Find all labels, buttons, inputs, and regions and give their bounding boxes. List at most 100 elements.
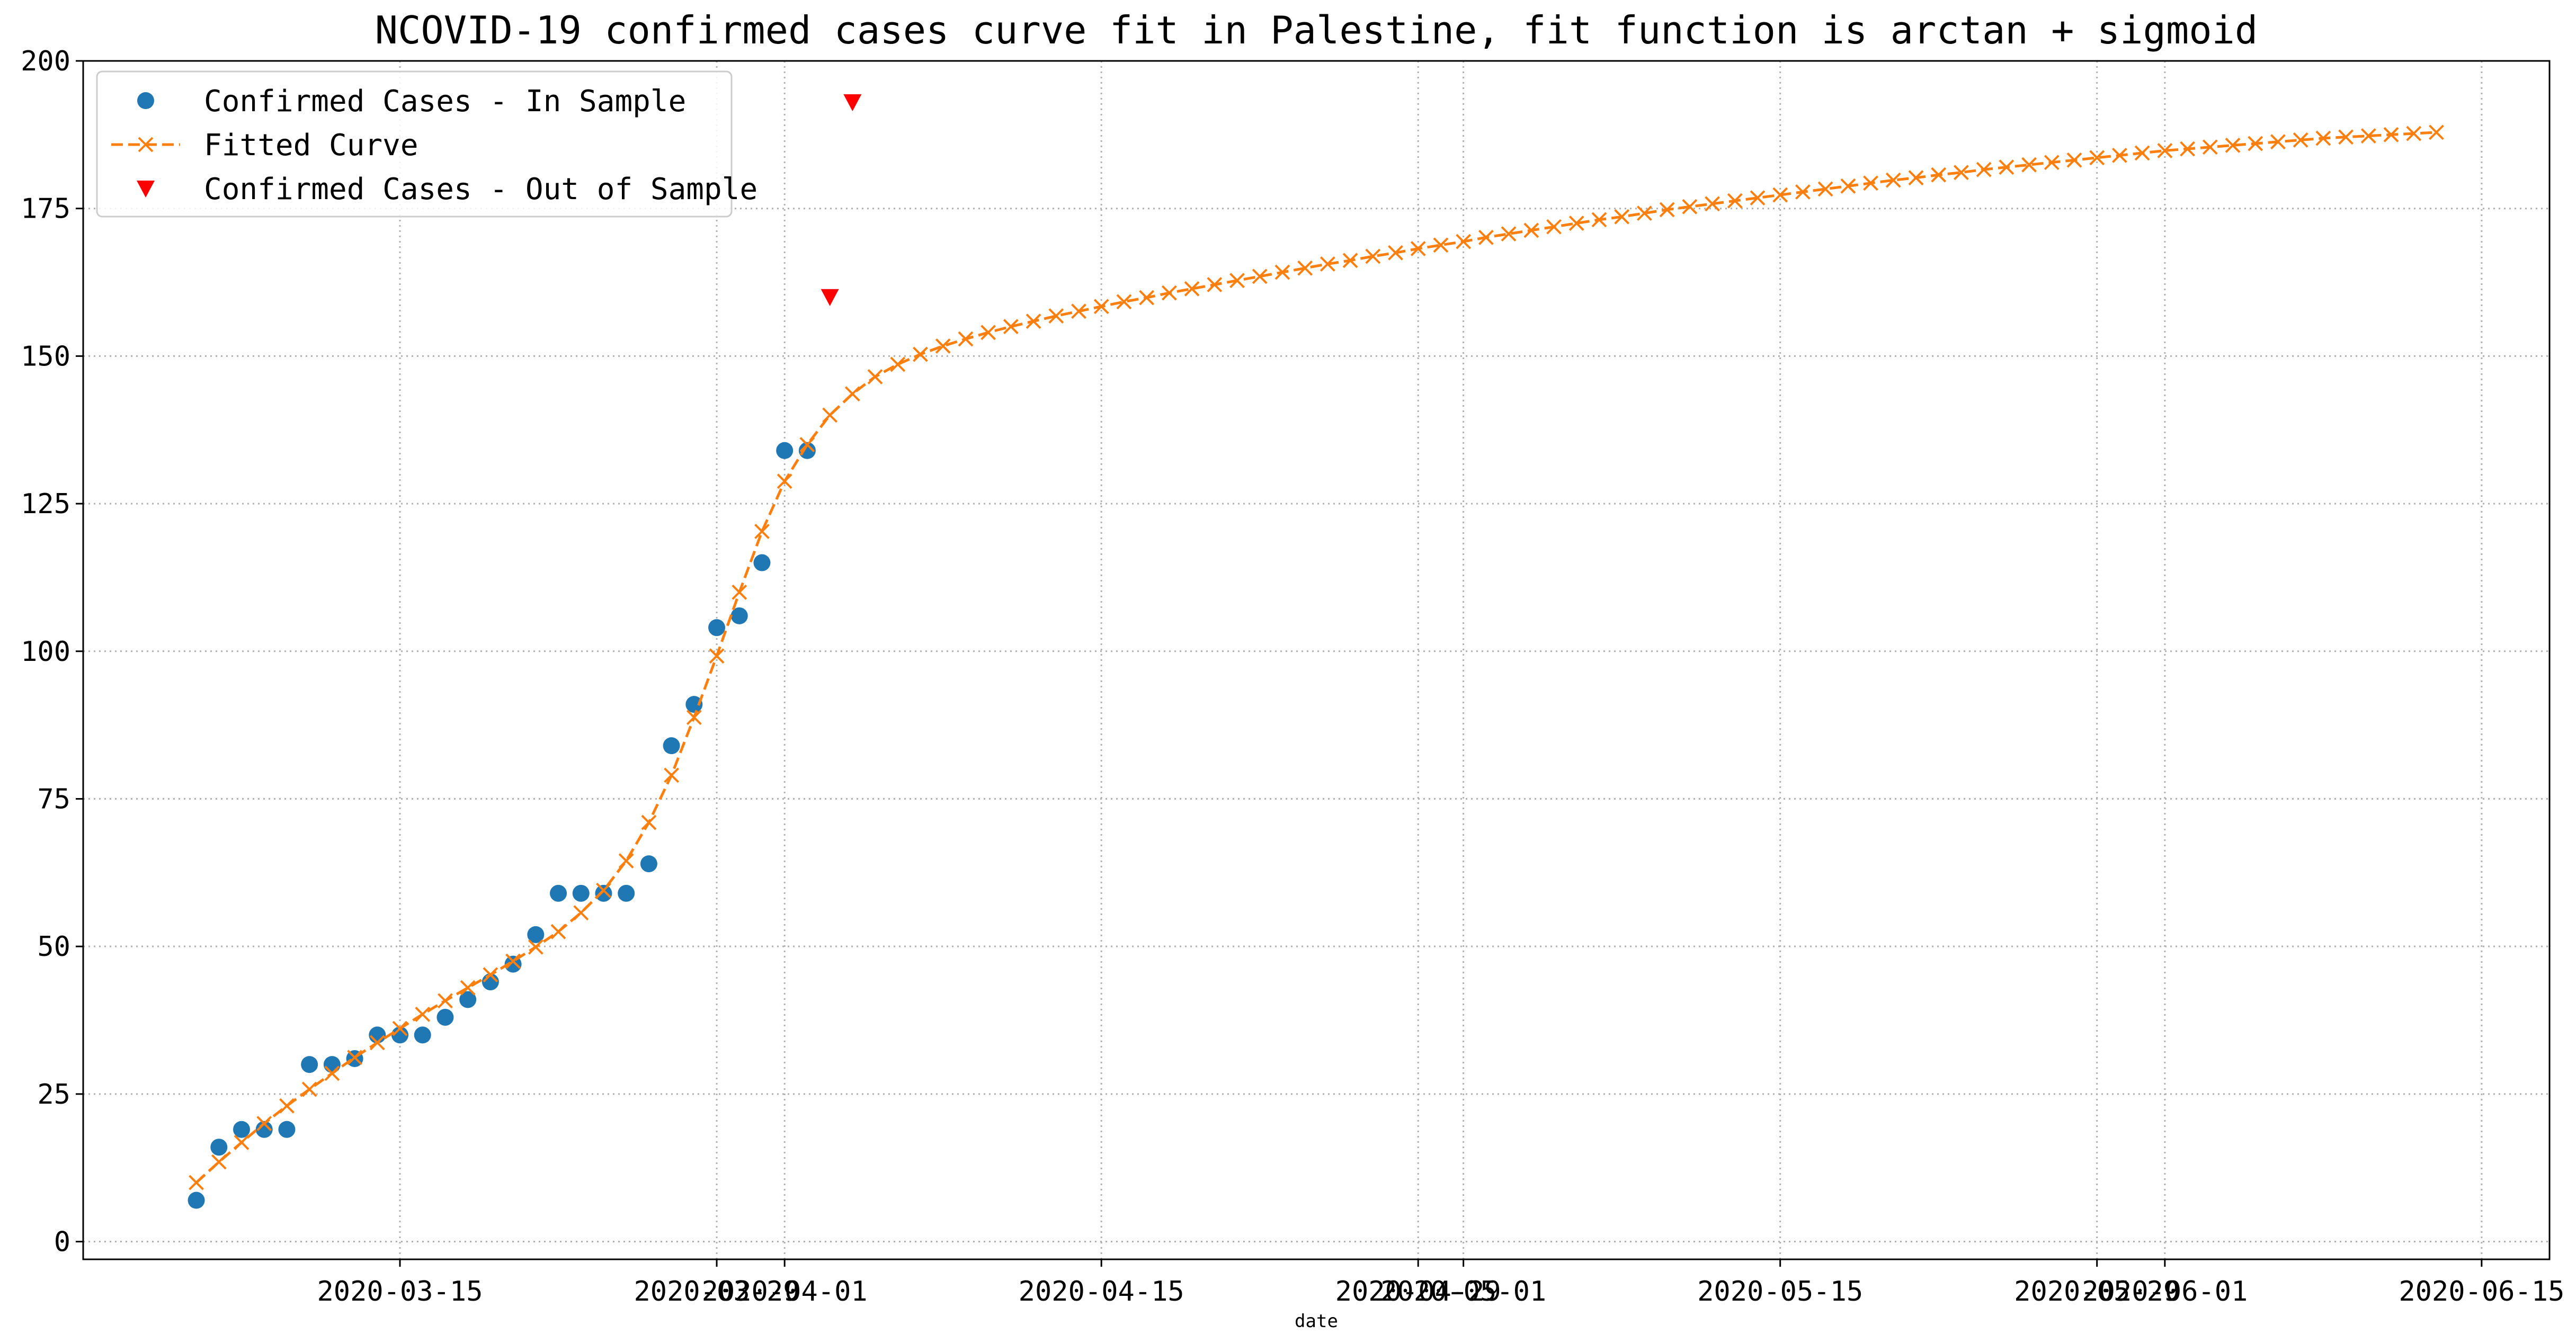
legend-marker-1 [137, 92, 154, 109]
series-3 [821, 94, 862, 306]
data-point [640, 855, 657, 873]
plot-series [188, 94, 2444, 1209]
data-point [1161, 285, 1177, 301]
x-tick-label: 2020-05-29 [2014, 1276, 2180, 1308]
x-tick-label: 2020-03-15 [317, 1276, 483, 1308]
data-point [2134, 145, 2150, 161]
y-tick-label: 0 [54, 1226, 70, 1258]
data-point [1410, 241, 1426, 256]
data-point [844, 386, 860, 402]
data-point [436, 1008, 454, 1026]
data-point [1501, 226, 1517, 242]
legend-box [96, 70, 733, 218]
data-point [867, 369, 883, 384]
data-point [550, 884, 567, 902]
data-point [1750, 190, 1766, 206]
data-point [1342, 253, 1358, 268]
series-2 [189, 124, 2444, 1190]
data-point [1139, 290, 1155, 306]
data-point [2044, 155, 2060, 171]
data-point [1885, 172, 1901, 188]
data-point [732, 584, 747, 600]
data-point [369, 1035, 385, 1051]
x-tick-label: 2020-05-01 [1380, 1276, 1546, 1308]
y-tick-label: 175 [21, 193, 70, 225]
data-point [369, 1026, 386, 1044]
data-point [2315, 130, 2331, 146]
data-point [528, 939, 543, 955]
data-point [2021, 157, 2037, 173]
data-point [255, 1121, 273, 1138]
data-point [234, 1134, 249, 1150]
data-point [301, 1056, 318, 1073]
data-point [2293, 132, 2308, 148]
y-tick-label: 100 [21, 636, 70, 668]
legend-marker-2 [138, 137, 154, 153]
data-point [1999, 159, 2015, 175]
data-point [1817, 181, 1833, 197]
data-point [2225, 137, 2241, 153]
x-tick-label: 2020-03-29 [634, 1276, 799, 1308]
data-point [1003, 319, 1019, 335]
data-point [1614, 209, 1630, 225]
data-point [1523, 222, 1539, 238]
data-point [753, 554, 771, 571]
fitted-curve-line [195, 131, 2437, 1184]
data-point [550, 924, 566, 939]
data-point [618, 884, 635, 902]
data-point [2383, 127, 2399, 142]
data-point [438, 993, 453, 1009]
data-point [754, 524, 770, 539]
data-point [595, 884, 612, 902]
x-tick-label: 2020-04-29 [1335, 1276, 1501, 1308]
data-point [1931, 167, 1947, 183]
x-tick-label: 2020-06-15 [2399, 1276, 2564, 1308]
y-tick-label: 200 [21, 46, 70, 77]
data-point [890, 356, 906, 372]
data-point [233, 1121, 251, 1138]
data-point [708, 619, 726, 637]
data-point [572, 884, 590, 902]
data-point [1229, 273, 1245, 289]
y-tick-label: 25 [37, 1079, 70, 1111]
data-point [1546, 219, 1562, 235]
data-point [256, 1116, 272, 1132]
data-point [777, 473, 792, 489]
data-point [1705, 196, 1720, 212]
data-point [981, 325, 996, 341]
data-point [730, 607, 748, 624]
data-point [1953, 165, 1969, 181]
data-point [709, 648, 725, 664]
data-point [1727, 193, 1743, 209]
data-point [1772, 187, 1788, 203]
data-point [2360, 128, 2376, 144]
data-point [1252, 268, 1268, 284]
y-tick-label: 50 [37, 931, 70, 963]
data-point [1591, 212, 1607, 228]
chart-title: NCOVID-19 confirmed cases curve fit in P… [375, 8, 2258, 52]
data-point [1116, 294, 1132, 310]
data-point [392, 1020, 408, 1036]
data-point [459, 991, 477, 1008]
y-tick-label: 125 [21, 488, 70, 520]
data-point [527, 926, 545, 943]
grid [83, 60, 2550, 1259]
data-point [1365, 248, 1381, 264]
data-point [2429, 124, 2444, 140]
data-point [1568, 216, 1584, 231]
data-point [1636, 205, 1652, 221]
data-point [1682, 199, 1698, 214]
series-1 [188, 442, 816, 1209]
data-point [1976, 162, 1992, 177]
data-point [188, 1192, 205, 1209]
data-point [189, 1175, 204, 1190]
data-point [2406, 126, 2422, 141]
data-point [505, 953, 521, 969]
y-axis: 0 25 50 75 100 125 150 175 200 [21, 46, 83, 1258]
x-tick-label: 2020-04-15 [1019, 1276, 1184, 1308]
data-point [301, 1081, 317, 1097]
data-point [1297, 260, 1313, 276]
legend: Confirmed Cases - In Sample Fitted Curve C… [96, 70, 757, 218]
plot-area-frame [82, 60, 2551, 1260]
